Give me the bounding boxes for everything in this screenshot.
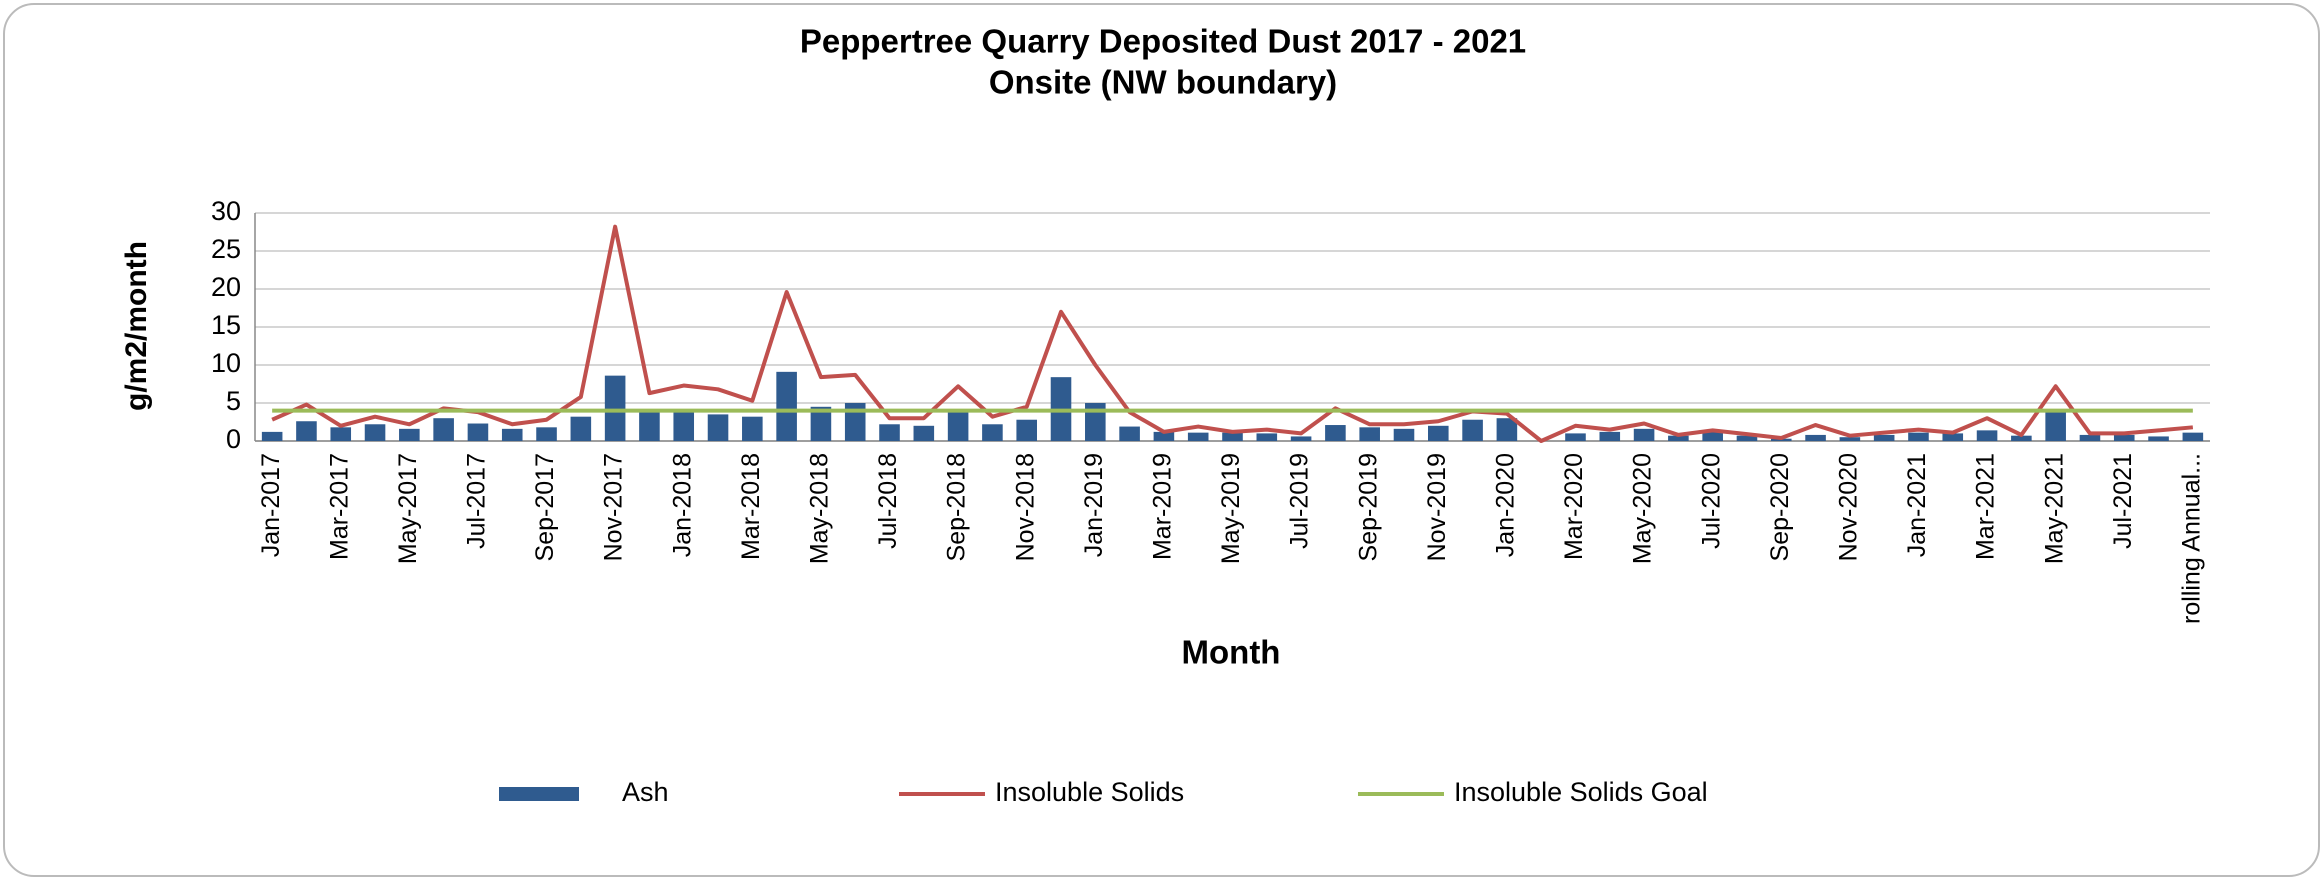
x-tick-label: Jul-2019 <box>1286 453 1314 549</box>
x-tick-label: May-2020 <box>1629 453 1657 564</box>
legend-label: Insoluble Solids <box>995 777 1184 807</box>
y-tick-label: 30 <box>211 196 241 226</box>
bar <box>982 424 1003 441</box>
bar <box>1325 425 1346 441</box>
y-tick-label: 15 <box>211 310 241 340</box>
bar <box>1290 436 1312 441</box>
y-tick-label: 0 <box>226 424 241 454</box>
legend-label: Insoluble Solids Goal <box>1454 777 1708 807</box>
bar <box>1256 433 1278 441</box>
bar <box>947 412 969 441</box>
bar <box>1839 437 1861 441</box>
bar <box>1428 425 1449 441</box>
bar <box>330 427 352 441</box>
bar <box>399 428 420 441</box>
bar <box>1462 419 1483 441</box>
x-tick-label: Nov-2017 <box>600 453 628 561</box>
bar <box>1222 432 1243 441</box>
x-axis-label: Month <box>1182 634 1281 671</box>
bar <box>2045 412 2066 441</box>
bar <box>707 414 729 441</box>
bar <box>604 375 626 441</box>
bar <box>913 425 935 441</box>
x-tick-label: Jul-2020 <box>1697 453 1725 549</box>
x-tick-label: rolling Annual... <box>2177 453 2205 624</box>
bar <box>1496 418 1518 441</box>
bar <box>1187 432 1209 441</box>
bar <box>296 421 317 441</box>
x-tick-label: Jan-2020 <box>1491 453 1519 557</box>
y-axis-label: g/m2/month <box>120 241 153 411</box>
line <box>271 224 2194 443</box>
bar <box>1393 428 1415 441</box>
bar <box>742 416 763 441</box>
x-tick-label: Sep-2017 <box>531 453 559 561</box>
bar <box>1668 435 1689 441</box>
x-tick-label: Sep-2018 <box>943 453 971 561</box>
x-tick-label: May-2021 <box>2040 453 2068 564</box>
x-tick-label: Mar-2020 <box>1560 453 1588 560</box>
x-tick-label: Mar-2018 <box>737 453 765 560</box>
bar <box>2113 434 2135 441</box>
bar <box>1359 427 1380 441</box>
bar <box>2011 435 2032 441</box>
bar <box>501 428 523 441</box>
x-tick-label: Jan-2021 <box>1903 453 1931 557</box>
bar <box>1633 428 1655 441</box>
bar <box>1119 426 1140 441</box>
bar <box>2079 434 2101 441</box>
bar <box>1736 435 1758 441</box>
x-tick-label: Jan-2019 <box>1080 453 1108 557</box>
bar <box>570 416 592 441</box>
bar <box>1153 431 1175 441</box>
x-tick-label: Nov-2019 <box>1423 453 1451 561</box>
x-tick-label: May-2019 <box>1217 453 1245 564</box>
bar <box>1805 434 1826 441</box>
chart-subtitle: Onsite (NW boundary) <box>989 64 1337 101</box>
chart-title: Peppertree Quarry Deposited Dust 2017 - … <box>800 23 1526 60</box>
x-tick-label: Jan-2017 <box>257 453 285 557</box>
x-tick-label: Jul-2017 <box>463 453 491 549</box>
x-tick-label: Jan-2018 <box>668 453 696 557</box>
bar <box>467 423 489 441</box>
legend-swatch <box>499 787 579 801</box>
bar <box>673 412 695 441</box>
x-tick-label: Jul-2018 <box>874 453 902 549</box>
bar <box>364 424 386 441</box>
bar <box>639 412 660 441</box>
x-tick-label: Sep-2020 <box>1766 453 1794 561</box>
bar <box>1565 433 1586 441</box>
x-tick-label: Mar-2021 <box>1972 453 2000 560</box>
y-tick-label: 20 <box>211 272 241 302</box>
bar <box>261 431 283 441</box>
y-tick-label: 5 <box>226 386 241 416</box>
bar <box>1908 432 1929 441</box>
bar <box>1599 431 1621 441</box>
x-tick-label: May-2017 <box>394 453 422 564</box>
bar <box>433 418 454 441</box>
bar <box>776 371 797 441</box>
x-tick-label: Sep-2019 <box>1354 453 1382 561</box>
bar <box>536 427 557 441</box>
legend-label: Ash <box>622 777 669 807</box>
bar <box>1942 433 1964 441</box>
y-tick-label: 10 <box>211 348 241 378</box>
bar <box>1702 431 1723 441</box>
x-tick-label: Mar-2019 <box>1149 453 1177 560</box>
x-tick-label: May-2018 <box>806 453 834 564</box>
y-tick-label: 25 <box>211 234 241 264</box>
bar <box>810 406 832 441</box>
x-tick-label: Nov-2018 <box>1011 453 1039 561</box>
bar <box>1976 430 1998 441</box>
x-tick-label: Nov-2020 <box>1834 453 1862 561</box>
bar <box>2148 436 2169 441</box>
bar <box>1016 419 1037 441</box>
x-tick-label: Jul-2021 <box>2109 453 2137 549</box>
bar <box>1873 434 1895 441</box>
bar <box>2182 432 2204 441</box>
bar <box>879 424 900 441</box>
x-tick-label: Mar-2017 <box>325 453 353 560</box>
